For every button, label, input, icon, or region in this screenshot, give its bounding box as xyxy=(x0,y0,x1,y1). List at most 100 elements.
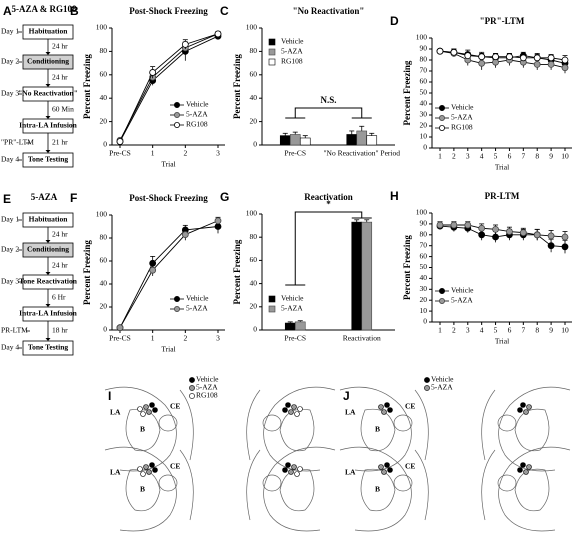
chart-title: PR-LTM xyxy=(485,191,520,201)
series-line xyxy=(119,220,219,328)
y-axis-label: Percent Freezing xyxy=(232,239,242,304)
brain-outline xyxy=(179,389,194,461)
x-tick-label: Pre-CS xyxy=(284,149,306,158)
y-tick-label: 0 xyxy=(253,140,257,149)
region-label: B xyxy=(140,425,145,434)
data-point xyxy=(478,231,486,239)
chart-title: Reactivation xyxy=(304,192,353,202)
flow-arrowhead xyxy=(45,150,51,153)
x-tick-label: 3 xyxy=(216,334,220,343)
data-point xyxy=(519,54,527,62)
x-tick-label: 9 xyxy=(549,152,553,161)
y-tick-label: 60 xyxy=(420,251,428,260)
cannula-placement xyxy=(285,402,291,408)
cannula-placement xyxy=(282,467,288,473)
flow-interval: 24 hr xyxy=(52,261,68,270)
cannula-placement xyxy=(285,462,291,468)
flow-side: PR-LTM xyxy=(1,326,28,335)
cannula-placement xyxy=(378,464,384,470)
bracket xyxy=(285,107,372,119)
flow-box-label: Tone Testing xyxy=(28,343,69,352)
legend-label: Vehicle xyxy=(431,375,454,384)
cannula-placement xyxy=(146,409,152,415)
legend-swatch xyxy=(268,58,276,66)
y-axis-label: Percent Freezing xyxy=(402,235,412,300)
flow-side: "PR"-LTM xyxy=(1,138,34,147)
y-tick-label: 80 xyxy=(250,46,258,55)
y-tick-label: 60 xyxy=(100,256,108,265)
brain-sections xyxy=(339,386,571,532)
y-tick-label: 20 xyxy=(100,302,108,311)
flow-arrowhead xyxy=(45,338,51,341)
data-point xyxy=(478,224,486,232)
flow-day: Day 3 xyxy=(1,89,19,98)
y-axis-label: Percent Freezing xyxy=(82,54,92,119)
y-tick-label: 50 xyxy=(420,88,428,97)
legend-label: RG108 xyxy=(186,120,208,129)
y-tick-label: 0 xyxy=(103,325,107,334)
flow-interval: 24 hr xyxy=(52,42,68,51)
brain-outline xyxy=(498,386,571,472)
y-tick-label: 80 xyxy=(420,55,428,64)
y-tick-label: 20 xyxy=(250,302,258,311)
flow-box-label: Habituation xyxy=(29,215,69,224)
y-tick-label: 80 xyxy=(250,232,258,241)
region-label: B xyxy=(140,485,145,494)
panel-label: G xyxy=(220,190,229,204)
y-tick-label: 70 xyxy=(420,66,428,75)
series-line xyxy=(119,226,219,328)
brain-outline xyxy=(179,449,194,521)
y-tick-label: 20 xyxy=(250,116,258,125)
annotation: N.S. xyxy=(320,95,336,105)
brain-outline xyxy=(414,389,429,461)
x-tick-label: 5 xyxy=(494,152,498,161)
bar xyxy=(351,221,363,331)
legend-marker xyxy=(438,287,445,294)
flow-arrowhead xyxy=(45,304,51,307)
series-line xyxy=(439,225,566,248)
bar xyxy=(294,321,306,331)
flow-arrowhead xyxy=(45,240,51,243)
x-tick-label: 2 xyxy=(452,326,456,335)
legend-marker xyxy=(438,297,445,304)
y-tick-label: 0 xyxy=(423,317,427,326)
y-tick-label: 100 xyxy=(246,23,258,32)
legend-label: Vehicle xyxy=(186,100,209,109)
region-label: LA xyxy=(345,468,356,477)
x-tick-label: 8 xyxy=(535,152,539,161)
flow-interval: 60 Min xyxy=(52,105,74,114)
x-axis-label: Trial xyxy=(161,160,175,169)
x-tick-label: 2 xyxy=(183,149,187,158)
x-tick-label: 1 xyxy=(151,334,155,343)
x-tick-label: "No Reactivation" Period xyxy=(323,149,400,158)
data-point xyxy=(149,69,157,76)
data-point xyxy=(492,53,499,61)
y-tick-label: 100 xyxy=(96,210,108,219)
brain-outline xyxy=(262,414,282,432)
cannula-placement xyxy=(152,467,158,473)
flow-interval: 24 hr xyxy=(52,73,68,82)
legend-marker xyxy=(189,377,195,383)
bar xyxy=(279,135,291,146)
x-tick-label: Pre-CS xyxy=(109,149,131,158)
y-tick-label: 70 xyxy=(420,240,428,249)
cannula-placement xyxy=(294,471,300,477)
y-tick-label: 60 xyxy=(250,70,258,79)
cannula-placement xyxy=(294,411,300,417)
legend-marker xyxy=(438,115,445,122)
region-label: CE xyxy=(405,402,415,411)
panel-label: E xyxy=(3,192,11,206)
x-tick-label: 6 xyxy=(508,326,512,335)
cannula-placement xyxy=(387,407,393,413)
legend-label: 5-AZA xyxy=(281,304,303,313)
data-point xyxy=(436,47,444,55)
y-tick-label: 100 xyxy=(416,33,428,42)
flow-interval: 24 hr xyxy=(52,230,68,239)
x-tick-label: Pre-CS xyxy=(284,334,306,343)
data-point xyxy=(547,61,555,68)
legend-label: 5-AZA xyxy=(281,47,303,56)
legend-swatch xyxy=(268,295,276,303)
y-tick-label: 80 xyxy=(420,230,428,239)
flow-box-label: Conditioning xyxy=(27,245,69,254)
flow-arrowhead xyxy=(45,116,51,119)
